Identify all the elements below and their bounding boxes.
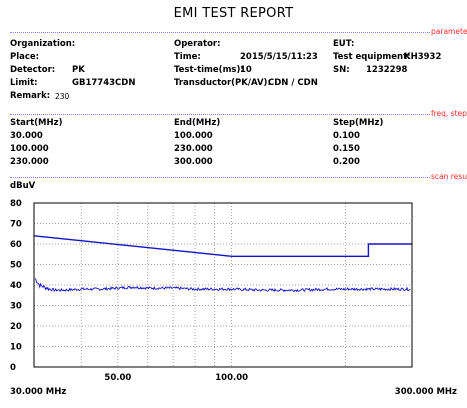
freq-cell: 0.150 xyxy=(333,144,360,154)
limit-line xyxy=(33,235,412,257)
place-label: Place: xyxy=(10,52,40,62)
freq-step-divider xyxy=(10,114,430,115)
freq-cell: 100.000 xyxy=(174,131,213,141)
section-label-freq-step: freq, step xyxy=(431,109,467,118)
x-tick-label: 300.000 MHz xyxy=(395,387,457,397)
freq-header-start: Start(MHz) xyxy=(10,118,63,128)
freq-cell: 230.000 xyxy=(10,157,49,167)
y-tick-label: 40 xyxy=(10,281,22,291)
scan-result-divider xyxy=(10,177,430,178)
freq-cell: 0.100 xyxy=(333,131,360,141)
x-tick-label: 30.000 MHz xyxy=(10,387,66,397)
x-tick-label: 100.00 xyxy=(215,373,248,383)
limit-label: Limit: xyxy=(10,78,38,88)
organization-label: Organization: xyxy=(10,39,76,49)
test-equipment-value: KH3932 xyxy=(404,52,442,62)
x-tick-label: 50.00 xyxy=(104,373,131,383)
freq-cell: 30.000 xyxy=(10,131,43,141)
y-tick-label: 30 xyxy=(10,302,22,312)
freq-header-end: End(MHz) xyxy=(174,118,221,128)
y-tick-label: 0 xyxy=(10,363,16,373)
freq-cell: 230.000 xyxy=(174,144,213,154)
y-tick-label: 80 xyxy=(10,199,22,209)
y-tick-label: 20 xyxy=(10,322,22,332)
plot-frame xyxy=(33,202,413,368)
freq-cell: 100.000 xyxy=(10,144,49,154)
measurement-trace xyxy=(34,278,411,293)
section-label-scan-result: scan result xyxy=(431,172,467,181)
y-tick-label: 60 xyxy=(10,240,22,250)
sn-label: SN: xyxy=(333,65,350,75)
operator-label: Operator: xyxy=(174,39,221,49)
limit-value: GB17743CDN xyxy=(72,78,136,88)
time-value: 2015/5/15/11:23 xyxy=(240,52,318,62)
freq-cell: 0.200 xyxy=(333,157,360,167)
test-time-label: Test-time(ms): xyxy=(174,65,244,75)
transductor-label: Transductor(PK/AV): xyxy=(174,78,271,88)
report-title: EMI TEST REPORT xyxy=(173,6,294,21)
detector-value: PK xyxy=(72,65,85,75)
y-tick-label: 50 xyxy=(10,261,22,271)
y-tick-label: 10 xyxy=(10,343,22,353)
y-tick-label: 70 xyxy=(10,220,22,230)
time-label: Time: xyxy=(174,52,201,62)
freq-header-step: Step(MHz) xyxy=(333,118,384,128)
parameter-divider xyxy=(10,32,430,33)
sn-value: 1232298 xyxy=(366,65,408,75)
test-time-value: 10 xyxy=(240,65,252,75)
remark-value: 230 xyxy=(55,92,70,101)
detector-label: Detector: xyxy=(10,65,56,75)
test-equipment-label: Test equipment: xyxy=(333,52,411,62)
y-axis-unit: dBuV xyxy=(10,181,36,191)
freq-cell: 300.000 xyxy=(174,157,213,167)
transductor-value: CDN / CDN xyxy=(268,78,318,88)
remark-label: Remark: xyxy=(10,91,51,101)
eut-label: EUT: xyxy=(333,39,355,49)
section-label-parameter: parameter xyxy=(431,27,467,36)
